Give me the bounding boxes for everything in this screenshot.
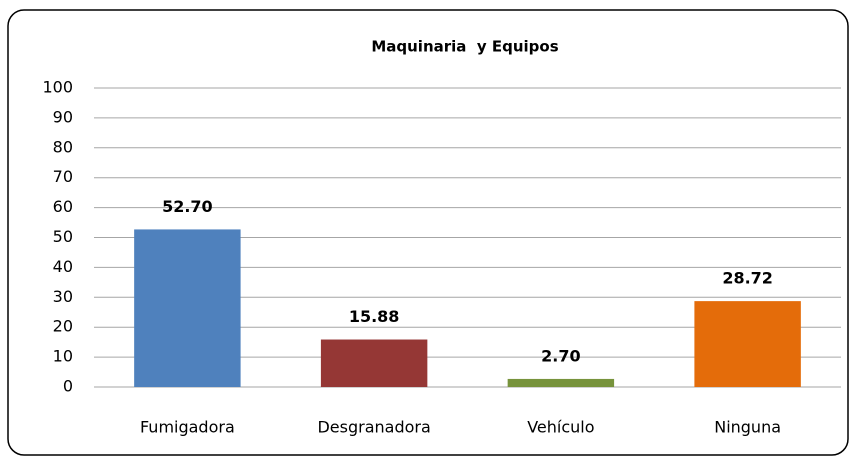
y-tick-label: 20	[53, 317, 73, 336]
chart-border	[7, 9, 849, 456]
y-tick-label: 50	[53, 227, 73, 246]
y-tick-label: 90	[53, 107, 73, 126]
bar	[507, 378, 615, 387]
x-tick-label: Desgranadora	[317, 418, 430, 437]
data-label: 15.88	[349, 307, 400, 326]
y-tick-label: 0	[63, 377, 73, 396]
x-tick-label: Vehículo	[527, 418, 594, 437]
data-label: 52.70	[162, 197, 213, 216]
bar	[134, 229, 241, 387]
x-tick-label: Fumigadora	[140, 418, 235, 437]
y-tick-label: 60	[53, 197, 73, 216]
y-tick-label: 40	[53, 257, 73, 276]
data-label: 28.72	[722, 269, 773, 288]
data-label: 2.70	[541, 346, 580, 365]
y-tick-label: 80	[53, 137, 73, 156]
y-tick-label: 30	[53, 287, 73, 306]
bar	[694, 301, 801, 387]
bar	[320, 339, 428, 387]
y-tick-label: 70	[53, 167, 73, 186]
y-tick-label: 100	[42, 78, 73, 97]
chart-title: Maquinaria y Equipos	[371, 38, 558, 56]
y-tick-label: 10	[53, 347, 73, 366]
x-tick-label: Ninguna	[714, 418, 781, 437]
